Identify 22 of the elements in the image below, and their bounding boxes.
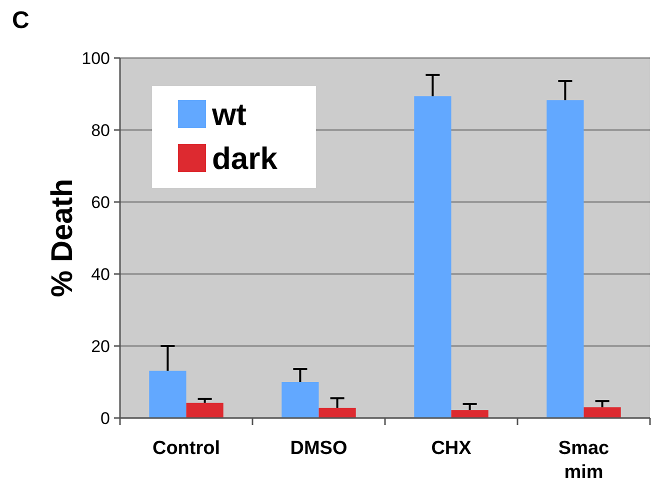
y-tick-label: 80	[91, 120, 110, 140]
legend-label: wt	[211, 96, 246, 132]
bar	[451, 410, 488, 418]
bar	[318, 408, 356, 418]
bar	[186, 402, 224, 418]
y-tick-label: 40	[91, 264, 110, 284]
bar	[414, 96, 452, 418]
x-tick-label: Control	[152, 438, 220, 459]
y-tick-label: 60	[91, 192, 110, 212]
x-tick-label: DMSO	[290, 438, 348, 459]
legend-label: dark	[212, 140, 278, 176]
y-tick-label: 100	[82, 48, 110, 68]
bar	[584, 407, 621, 418]
bar	[282, 382, 319, 418]
x-tick-label: Smac mim	[558, 438, 610, 483]
y-tick-label: 0	[100, 408, 110, 428]
x-tick-label: CHX	[431, 438, 472, 459]
y-tick-label: 20	[91, 336, 110, 356]
bar	[546, 100, 584, 418]
chart-title: C	[12, 7, 30, 34]
y-axis-title: % Death	[46, 178, 79, 298]
bar	[149, 370, 186, 418]
